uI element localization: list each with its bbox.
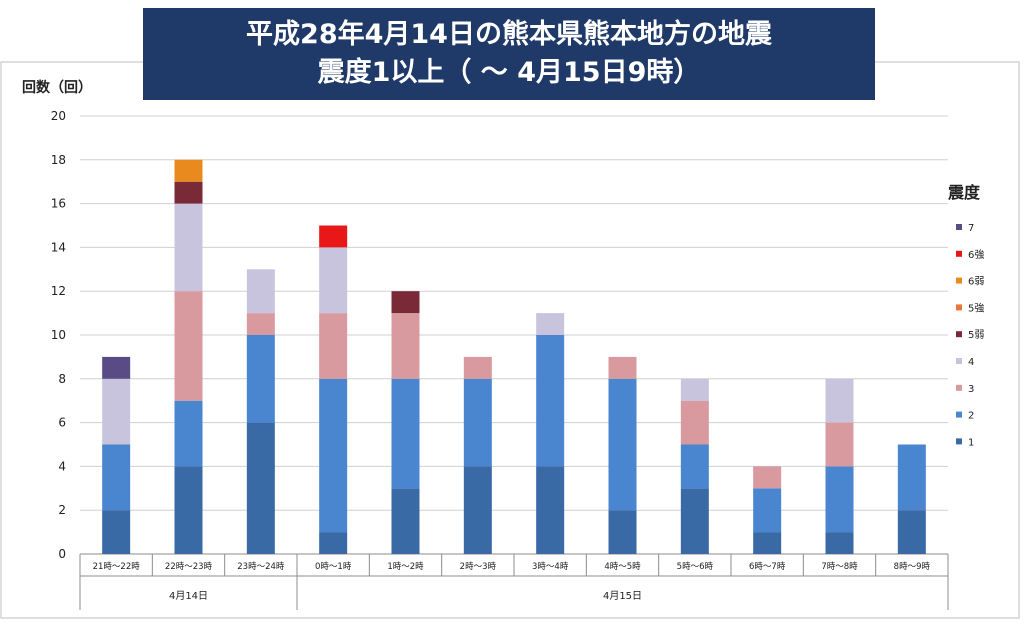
bar-segment <box>246 422 275 554</box>
bar-segment <box>102 378 131 445</box>
x-tick-label: 21時～22時 <box>93 562 141 572</box>
legend-swatch <box>956 411 962 418</box>
bar-segment <box>463 356 492 379</box>
legend-label: 7 <box>968 223 974 234</box>
legend-swatch <box>956 277 962 284</box>
y-tick-label: 2 <box>58 503 66 517</box>
bar-segment <box>102 444 131 511</box>
chart-title-box: 平成28年4月14日の熊本県熊本地方の地震 震度1以上（ ～ 4月15日9時） <box>143 8 875 100</box>
y-tick-label: 8 <box>58 372 66 386</box>
y-tick-label: 4 <box>58 459 66 473</box>
legend-swatch <box>956 331 962 338</box>
y-tick-label: 18 <box>51 153 66 167</box>
bar-segment <box>319 225 348 248</box>
bar-segment <box>608 378 637 511</box>
bar-segment <box>825 422 854 467</box>
bar-segment <box>319 247 348 314</box>
legend-title: 震度 <box>947 183 981 202</box>
y-tick-label: 0 <box>58 547 66 561</box>
y-tick-label: 20 <box>51 109 66 123</box>
bar-segment <box>897 510 926 554</box>
bar-segment <box>174 400 203 467</box>
legend-label: 1 <box>968 437 974 448</box>
x-tick-label: 4時～5時 <box>604 562 641 572</box>
legend-swatch <box>956 358 962 364</box>
legend-label: 3 <box>968 384 974 395</box>
bar-segment <box>608 510 637 554</box>
bar-segment <box>319 313 348 379</box>
bar-segment <box>174 203 203 292</box>
x-tick-label: 2時～3時 <box>460 562 497 572</box>
bar-segment <box>825 378 854 423</box>
legend-swatch <box>956 250 962 257</box>
legend-swatch <box>956 438 962 445</box>
legend-label: 5弱 <box>968 329 984 341</box>
bar-segment <box>753 532 782 554</box>
legend-swatch <box>956 224 962 230</box>
bar-segment <box>753 488 782 533</box>
chart-title-line-1: 平成28年4月14日の熊本県熊本地方の地震 <box>246 19 772 50</box>
legend-label: 5強 <box>968 301 984 314</box>
bar-segment <box>463 378 492 467</box>
bar-segment <box>680 488 709 554</box>
legend-label: 6強 <box>968 248 984 261</box>
bar-segment <box>391 488 420 554</box>
y-tick-label: 16 <box>51 197 66 211</box>
bar-segment <box>536 335 565 467</box>
bar-segment <box>174 159 203 182</box>
bar-segment <box>897 444 926 511</box>
bar-segment <box>753 466 782 489</box>
bar-segment <box>246 269 275 314</box>
y-tick-label: 12 <box>51 284 66 298</box>
bar-segment <box>825 466 854 533</box>
bar-segment <box>174 466 203 554</box>
x-tick-label: 0時～1時 <box>315 562 352 572</box>
x-tick-label: 23時～24時 <box>237 562 285 572</box>
bar-segment <box>825 532 854 554</box>
chart-title-line-2: 震度1以上（ ～ 4月15日9時） <box>317 57 701 88</box>
bar-segment <box>246 313 275 335</box>
x-tick-label: 6時～7時 <box>749 562 786 572</box>
x-tick-label: 5時～6時 <box>677 562 714 572</box>
bar-segment <box>536 313 565 335</box>
bar-segment <box>391 313 420 379</box>
legend-label: 2 <box>968 411 974 422</box>
bar-segment <box>680 444 709 489</box>
bar-segment <box>680 378 709 401</box>
legend-swatch <box>956 304 962 311</box>
bar-segment <box>102 356 131 379</box>
bar-segment <box>536 466 565 554</box>
bar-segment <box>319 532 348 554</box>
legend-label: 6弱 <box>968 276 984 288</box>
chart-frame <box>0 61 1020 619</box>
bar-segment <box>608 356 637 379</box>
y-tick-label: 10 <box>51 328 66 342</box>
y-axis-title: 回数（回） <box>22 79 92 96</box>
x-tick-label: 22時～23時 <box>165 562 213 572</box>
bar-segment <box>391 378 420 489</box>
x-tick-label: 8時～9時 <box>894 562 931 572</box>
bar-segment <box>174 181 203 204</box>
bar-segment <box>391 291 420 314</box>
bar-segment <box>174 291 203 401</box>
bar-segment <box>463 466 492 554</box>
x-group-label: 4月14日 <box>169 590 208 602</box>
legend-label: 4 <box>968 357 974 368</box>
legend-swatch <box>956 384 962 391</box>
x-tick-label: 1時～2時 <box>387 562 424 572</box>
bar-segment <box>102 510 131 554</box>
bar-segment <box>680 400 709 445</box>
bar-segment <box>246 335 275 423</box>
y-tick-label: 6 <box>58 416 66 430</box>
bar-segment <box>319 378 348 533</box>
y-tick-label: 14 <box>51 240 66 254</box>
x-group-label: 4月15日 <box>603 590 642 602</box>
x-tick-label: 3時～4時 <box>532 562 569 572</box>
x-tick-label: 7時～8時 <box>821 562 858 572</box>
